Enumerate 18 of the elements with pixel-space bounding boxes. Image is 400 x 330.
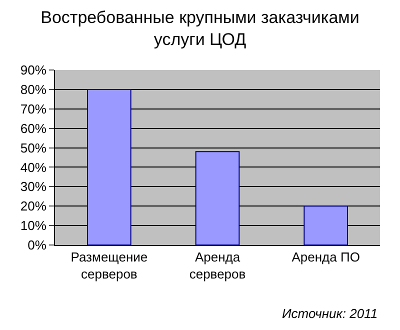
y-tick-label: 10%: [20, 218, 47, 234]
y-tick-label: 70%: [20, 101, 47, 116]
x-tick-label: Аренда ПО: [292, 250, 360, 265]
bar: [195, 151, 240, 245]
y-tick-label: 90%: [20, 62, 47, 78]
y-tick-label: 0%: [28, 238, 47, 253]
y-tick-label: 30%: [20, 179, 47, 194]
y-tick-label: 80%: [20, 82, 47, 97]
text: Источник: 2011: [282, 306, 378, 321]
x-tick-label: Размещение серверов: [70, 250, 148, 282]
y-tick-label: 40%: [20, 160, 47, 175]
y-tick-label: 60%: [20, 120, 47, 136]
x-tick-label: Аренда серверов: [189, 250, 246, 282]
bar: [87, 88, 132, 245]
bar: [304, 206, 348, 245]
y-tick-label: 50%: [20, 140, 47, 156]
y-tick-label: 20%: [20, 198, 47, 214]
chart-title: Востребованные крупными заказчиками услуги ЦОД: [40, 8, 360, 50]
